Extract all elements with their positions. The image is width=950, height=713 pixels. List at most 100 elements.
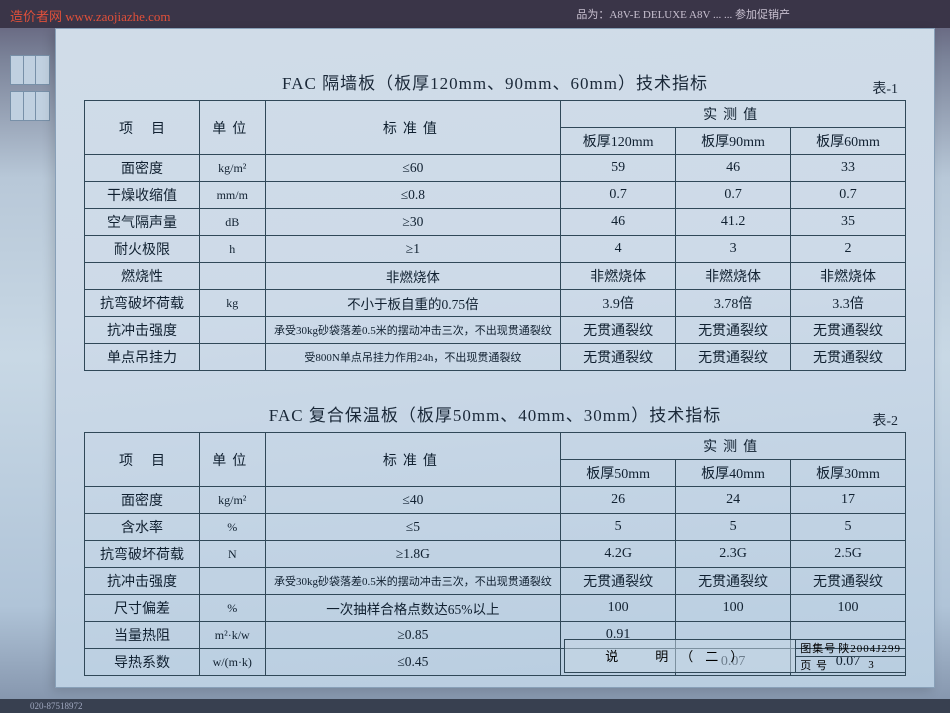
cell-unit: kg/m² [199,155,265,182]
cell-item: 干燥收缩值 [85,182,200,209]
footer-caption: 说 明（二） [564,639,796,673]
cell-v120: 无贯通裂纹 [561,344,676,371]
cell-v120: 3.9倍 [561,290,676,317]
cell-std: ≥1.8G [265,541,561,568]
cell-v60: 35 [791,209,906,236]
cell-v30: 17 [791,487,906,514]
cell-item: 空气隔声量 [85,209,200,236]
cell-v60: 3.3倍 [791,290,906,317]
header-unit: 单位 [199,101,265,155]
cell-v90: 41.2 [676,209,791,236]
cell-std: 非燃烧体 [265,263,561,290]
cell-v90: 46 [676,155,791,182]
cell-std: ≤0.45 [265,649,561,676]
cell-v90: 非燃烧体 [676,263,791,290]
cell-v30: 2.5G [791,541,906,568]
cell-v120: 0.7 [561,182,676,209]
cell-v90: 3 [676,236,791,263]
header-t90: 板厚90mm [676,128,791,155]
cell-unit: kg [199,290,265,317]
cell-item: 含水率 [85,514,200,541]
cell-item: 抗冲击强度 [85,317,200,344]
header-t30: 板厚30mm [791,460,906,487]
cell-v60: 33 [791,155,906,182]
table-row: 干燥收缩值mm/m≤0.80.70.70.7 [85,182,906,209]
table-row: 抗弯破坏荷载kg不小于板自重的0.75倍3.9倍3.78倍3.3倍 [85,290,906,317]
cell-std: ≥30 [265,209,561,236]
header-measured: 实测值 [561,101,906,128]
cell-std: ≥0.85 [265,622,561,649]
cell-v120: 59 [561,155,676,182]
cell-v50: 100 [561,595,676,622]
cell-v30: 无贯通裂纹 [791,568,906,595]
header-t40: 板厚40mm [676,460,791,487]
atlas-row: 图集号 陕2004J299 [796,639,906,656]
cell-unit: kg/m² [199,487,265,514]
table-row: 抗弯破坏荷载N≥1.8G4.2G2.3G2.5G [85,541,906,568]
cell-std: ≤5 [265,514,561,541]
cell-unit [199,568,265,595]
table-row: 抗冲击强度承受30kg砂袋落差0.5米的摆动冲击三次，不出现贯通裂纹无贯通裂纹无… [85,317,906,344]
cell-std: 承受30kg砂袋落差0.5米的摆动冲击三次，不出现贯通裂纹 [265,568,561,595]
cell-unit: m²·k/w [199,622,265,649]
cell-unit: mm/m [199,182,265,209]
cell-item: 面密度 [85,155,200,182]
cell-std: 承受30kg砂袋落差0.5米的摆动冲击三次，不出现贯通裂纹 [265,317,561,344]
cell-v40: 5 [676,514,791,541]
cell-unit [199,344,265,371]
cell-v50: 26 [561,487,676,514]
cell-item: 导热系数 [85,649,200,676]
footer-meta: 图集号 陕2004J299 页 号 3 [796,639,906,673]
cell-v30: 5 [791,514,906,541]
bottom-phone: 020-87518972 [30,701,83,711]
cell-unit: dB [199,209,265,236]
table-header-row: 项目 单位 标准值 实测值 [85,433,906,460]
cell-v40: 24 [676,487,791,514]
table-row: 单点吊挂力受800N单点吊挂力作用24h，不出现贯通裂纹无贯通裂纹无贯通裂纹无贯… [85,344,906,371]
cell-item: 燃烧性 [85,263,200,290]
cell-std: 受800N单点吊挂力作用24h，不出现贯通裂纹 [265,344,561,371]
cell-v50: 4.2G [561,541,676,568]
header-t120: 板厚120mm [561,128,676,155]
header-t50: 板厚50mm [561,460,676,487]
cell-v90: 无贯通裂纹 [676,344,791,371]
cell-std: ≥1 [265,236,561,263]
cell-item: 尺寸偏差 [85,595,200,622]
table-row: 空气隔声量dB≥304641.235 [85,209,906,236]
table-row: 面密度kg/m²≤60594633 [85,155,906,182]
table-row: 面密度kg/m²≤40262417 [85,487,906,514]
cell-v50: 无贯通裂纹 [561,568,676,595]
cell-std: ≤60 [265,155,561,182]
atlas-key: 图集号 [800,640,838,656]
top-right-text: 品为：A8V-E DELUXE A8V ... ... 参加促销产 [576,6,790,22]
page-val: 3 [838,659,875,671]
cell-unit [199,263,265,290]
header-t60: 板厚60mm [791,128,906,155]
table1: 项目 单位 标准值 实测值 板厚120mm 板厚90mm 板厚60mm 面密度k… [84,100,906,371]
cell-item: 抗弯破坏荷载 [85,290,200,317]
footer-block: 说 明（二） 图集号 陕2004J299 页 号 3 [564,639,906,673]
cell-v60: 非燃烧体 [791,263,906,290]
document-page: FAC 隔墙板（板厚120mm、90mm、60mm）技术指标 表-1 项目 单位… [55,28,935,688]
cell-item: 耐火极限 [85,236,200,263]
cell-v120: 46 [561,209,676,236]
cell-v90: 无贯通裂纹 [676,317,791,344]
cell-unit: h [199,236,265,263]
cell-v40: 2.3G [676,541,791,568]
cell-item: 当量热阻 [85,622,200,649]
cell-v60: 2 [791,236,906,263]
page-key: 页 号 [800,657,838,673]
cell-item: 抗冲击强度 [85,568,200,595]
cell-std: ≤40 [265,487,561,514]
cell-unit: % [199,514,265,541]
cell-unit [199,317,265,344]
page-row: 页 号 3 [796,656,906,673]
table-row: 耐火极限h≥1432 [85,236,906,263]
header-item: 项目 [85,101,200,155]
atlas-val: 陕2004J299 [838,640,901,656]
table-row: 抗冲击强度承受30kg砂袋落差0.5米的摆动冲击三次，不出现贯通裂纹无贯通裂纹无… [85,568,906,595]
table-row: 燃烧性非燃烧体非燃烧体非燃烧体非燃烧体 [85,263,906,290]
cell-std: 不小于板自重的0.75倍 [265,290,561,317]
bottom-edge: 020-87518972 [0,699,950,713]
cell-unit: % [199,595,265,622]
